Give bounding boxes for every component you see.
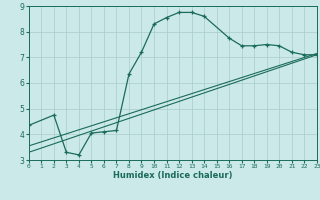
X-axis label: Humidex (Indice chaleur): Humidex (Indice chaleur) (113, 171, 233, 180)
